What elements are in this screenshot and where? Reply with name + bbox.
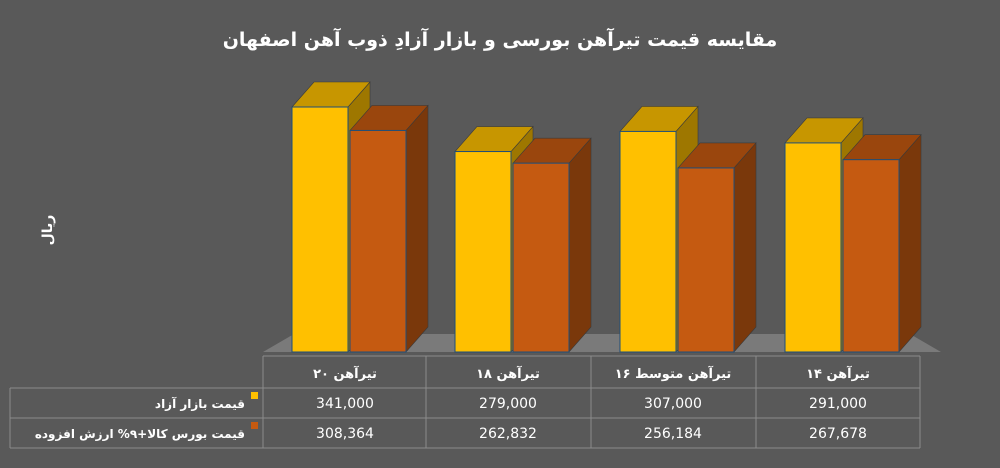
bar-side: [898, 133, 922, 353]
bar-front: [454, 151, 512, 353]
category-label: تیرآهن متوسط ۱۶: [615, 365, 732, 382]
y-axis-label: ریال: [40, 215, 56, 246]
legend-label: قیمت بازار آزاد: [155, 396, 245, 411]
bar-exchange-2: [512, 137, 592, 353]
bar-side: [568, 137, 592, 353]
category-label: تیرآهن ۱۴: [806, 365, 870, 382]
data-label: 267,678: [809, 426, 867, 442]
data-label: 341,000: [316, 396, 374, 412]
bar-exchange-3: [349, 104, 429, 353]
data-label: 307,000: [644, 396, 702, 412]
legend-label: قیمت بورس کالا+۹% ارزش افزوده: [35, 427, 245, 442]
data-table: تیرآهن ۱۴ تیرآهن متوسط ۱۶ تیرآهن ۱۸ تیرآهن …: [9, 355, 921, 449]
bar-front: [512, 162, 570, 353]
legend-swatch: [251, 392, 258, 399]
bar-exchange-1: [677, 142, 757, 353]
data-label: 256,184: [644, 426, 702, 442]
bar-front: [349, 129, 407, 353]
bar-front: [291, 106, 349, 353]
bar-front: [842, 159, 900, 353]
bar-side: [405, 104, 429, 353]
bar-front: [619, 130, 677, 353]
data-label: 291,000: [809, 396, 867, 412]
bar-front: [784, 142, 842, 353]
category-label: تیرآهن ۱۸: [476, 365, 540, 382]
data-label: 308,364: [316, 426, 374, 442]
category-label: تیرآهن ۲۰: [313, 365, 377, 382]
legend-swatch: [251, 422, 258, 429]
chart-title: مقایسه قیمت تیرآهن بورسی و بازار آزادِ ذ…: [223, 27, 778, 51]
data-label: 279,000: [479, 396, 537, 412]
data-label: 262,832: [479, 426, 537, 442]
bars: [291, 81, 922, 353]
bar-exchange-0: [842, 133, 922, 353]
bar-front: [677, 167, 735, 353]
bar-side: [733, 142, 757, 353]
chart-floor: [263, 334, 941, 352]
